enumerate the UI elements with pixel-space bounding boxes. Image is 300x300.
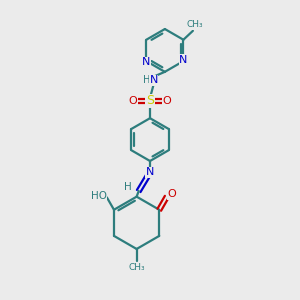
Text: N: N bbox=[146, 167, 154, 177]
Text: N: N bbox=[179, 55, 188, 65]
Text: H: H bbox=[143, 76, 150, 85]
Text: S: S bbox=[146, 94, 154, 107]
Text: HO: HO bbox=[91, 191, 106, 201]
Text: CH₃: CH₃ bbox=[186, 20, 203, 29]
Text: N: N bbox=[149, 76, 158, 85]
Text: O: O bbox=[168, 190, 176, 200]
Text: CH₃: CH₃ bbox=[128, 263, 145, 272]
Text: O: O bbox=[128, 96, 137, 106]
Text: H: H bbox=[124, 182, 131, 193]
Text: O: O bbox=[163, 96, 172, 106]
Text: N: N bbox=[142, 57, 151, 67]
